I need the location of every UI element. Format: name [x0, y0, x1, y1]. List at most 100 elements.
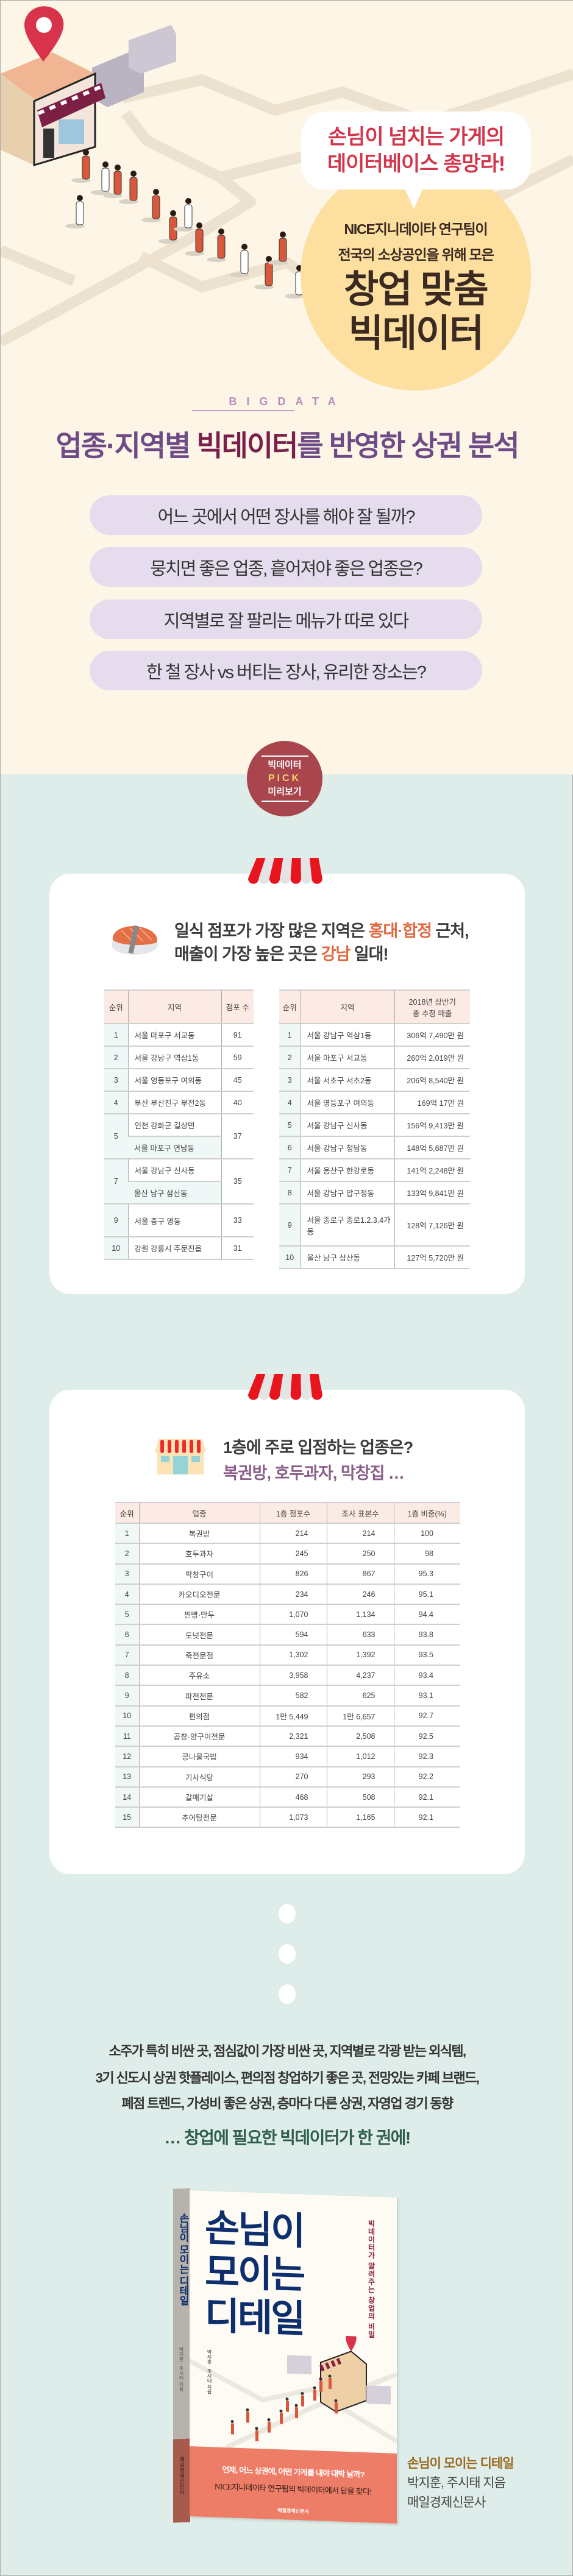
spine-authors: 박지훈 · 주시태 지음: [179, 2346, 184, 2392]
table-cell: 625: [326, 1685, 394, 1707]
divider: [261, 801, 308, 802]
table-cell: 37: [221, 1114, 254, 1159]
table-cell: 508: [326, 1786, 394, 1808]
table-cell: 5: [279, 1114, 301, 1137]
dot-divider: [279, 1904, 296, 1923]
table-cell: 10: [104, 1237, 128, 1260]
header-row: 순위 지역 2018년 상반기 총 추정 매출: [279, 989, 470, 1024]
table-cell: 서울 서초구 서초2동: [300, 1069, 394, 1092]
column-header: 순위: [279, 989, 301, 1024]
circle-line: 전국의 소상공인을 위해 모은: [338, 247, 494, 263]
spine-publisher: 매일경제신문사: [179, 2456, 185, 2496]
question-pill: 뭉치면 좋은 업종, 흩어져야 좋은 업종은?: [90, 547, 482, 587]
band-publisher: 매일경제신문사: [277, 2508, 309, 2514]
caption-title: 손님이 모이는 디테일: [407, 2457, 514, 2471]
table-cell: 서울 강남구 역삼1동: [300, 1024, 394, 1047]
table-cell: 편의점: [138, 1705, 260, 1727]
book-cover[interactable]: 손님이 모이는 디테일 빅데이터가 알려주는 창업의 비밀 박지훈 · 주시태 …: [190, 2190, 397, 2524]
table-cell: 서울 영등포구 여의동: [127, 1069, 221, 1092]
header-row: 11 곱창·양구이전문 2,321 2,508 92.5: [115, 1725, 460, 1747]
divider: [261, 755, 308, 757]
heading-text: 근처,: [431, 922, 469, 940]
table-cell: 기사식당: [138, 1766, 260, 1788]
table-cell: 1,302: [259, 1644, 327, 1666]
header-row: 14 갈매기살 468 508 92.1: [115, 1786, 460, 1808]
caption-authors: 박지훈, 주시태 지음: [407, 2476, 506, 2490]
header-row: 15 추어탕전문 1,073 1,165 92.1: [115, 1807, 460, 1828]
card2-heading: 1층에 주로 입점하는 업종은? 복권방, 호두과자, 막창집 …: [223, 1435, 413, 1486]
table-cell: 울산 남구 삼산동: [300, 1246, 394, 1269]
heading-text: 일대!: [350, 945, 389, 963]
header-row: 5 인천 강화군 길상면 37: [104, 1114, 254, 1159]
header-row: 5 찐빵·만두 1,070 1,134 94.4: [115, 1604, 460, 1626]
table-cell: 복권방: [138, 1523, 260, 1545]
table-cell: 9: [279, 1204, 301, 1247]
table-cell: 31: [221, 1237, 254, 1260]
column-header: 순위: [115, 1502, 139, 1524]
cover-illustration: [190, 2330, 397, 2450]
cover-title-line: 모이는: [205, 2251, 304, 2297]
table-cell: 98: [393, 1543, 460, 1565]
table-cell: 5: [104, 1114, 128, 1159]
column-header: 2018년 상반기 총 추정 매출: [394, 989, 470, 1024]
table-cell: 갈매기살: [138, 1786, 260, 1808]
table-cell: 156억 9,413만 원: [394, 1114, 470, 1137]
header-row: 2 서울 마포구 서교동 260억 2,019만 원: [279, 1046, 470, 1069]
table-cell: 서울 강남구 신사동: [300, 1114, 394, 1137]
cover-band: 언제, 어느 상권에, 어떤 가게를 내야 대박 날까? NICE지니데이타 연…: [190, 2446, 397, 2524]
header-row: 8 서울 강남구 압구정동 133억 9,841만 원: [279, 1181, 470, 1205]
table-cell: 1: [279, 1024, 301, 1047]
header-row: 8 주유소 3,958 4,237 93.4: [115, 1665, 460, 1686]
table-cell: 서울 종로구 종로1.2.3.4가동: [300, 1204, 394, 1247]
table-cell: 7: [115, 1644, 139, 1666]
page-title: 업종·지역별 빅데이터를 반영한 상권 분석: [1, 422, 573, 464]
table-cell: 막창구이: [138, 1563, 260, 1585]
table-cell: 서울 마포구 서교동: [300, 1046, 394, 1069]
hero-headline: 창업 맞춤: [344, 269, 488, 311]
table-cell: 306억 7,490만 원: [394, 1024, 470, 1047]
header-row: 13 기사식당 270 293 92.2: [115, 1766, 460, 1788]
table-cell: 4,237: [326, 1665, 394, 1686]
title-text: 업종·지역별: [55, 430, 197, 462]
column-header: 지역: [127, 989, 221, 1024]
column-header: 순위: [104, 989, 128, 1024]
awning-icon: [248, 858, 322, 884]
table-cell: 곱창·양구이전문: [138, 1725, 260, 1747]
table-cell: 4: [104, 1091, 128, 1114]
table-cell: 934: [259, 1746, 327, 1767]
card1-heading: 일식 점포가 가장 많은 지역은 홍대·합정 근처, 매출이 가장 높은 곳은 …: [174, 919, 469, 966]
book-spine: 손님이 모이는 디테일 박지훈 · 주시태 지음 매일경제신문사: [173, 2188, 190, 2523]
table-cell: 95.3: [393, 1563, 460, 1585]
table-cell: 6: [279, 1136, 301, 1159]
table-cell: 93.1: [393, 1685, 460, 1707]
table-cell: 죽전문점: [138, 1644, 260, 1666]
table-cell: 133억 9,841만 원: [394, 1181, 470, 1205]
table-cell: 95.1: [393, 1583, 460, 1605]
outro-line: 폐점 트렌드, 가성비 좋은 상권, 층마다 다른 상권, 자영업 경기 동향: [121, 2096, 454, 2111]
neighbor-shops-icon: [92, 25, 176, 107]
table-cell: 인천 강화군 길상면: [127, 1114, 221, 1137]
column-header: 1층 점포수: [259, 1502, 327, 1524]
dot-divider: [279, 1984, 296, 2004]
table-cell: 서울 마포구 연남동: [128, 1136, 221, 1159]
table-cell: 2,321: [259, 1725, 327, 1747]
band-line: 언제, 어느 상권에, 어떤 가게를 내야 대박 날까?: [222, 2465, 365, 2480]
column-header: 조사 표본수: [326, 1502, 394, 1524]
table-cell: 1,073: [259, 1807, 327, 1828]
table-cell: 234: [259, 1583, 327, 1605]
table-cell: 40: [221, 1091, 254, 1114]
header-row: 1 복권방 214 214 100: [115, 1523, 460, 1545]
header-row: 울산 남구 삼산동: [104, 1181, 254, 1205]
table-cell: 94.4: [393, 1604, 460, 1626]
table-cell: 148억 5,687만 원: [394, 1136, 470, 1159]
table-cell: 추어탕전문: [138, 1807, 260, 1828]
label-underline: [192, 410, 294, 411]
header-row: 3 막창구이 826 867 95.3: [115, 1563, 460, 1585]
cover-subtitle: 빅데이터가 알려주는 창업의 비밀: [367, 2220, 375, 2339]
table-cell: 11: [115, 1725, 139, 1747]
table-cell: 270: [259, 1766, 327, 1788]
table-cell: 7: [104, 1159, 128, 1205]
table-cell: 594: [259, 1624, 327, 1646]
table-cell: 169억 17만 원: [394, 1091, 470, 1114]
header-row: 3 서울 영등포구 여의동 45: [104, 1069, 254, 1092]
